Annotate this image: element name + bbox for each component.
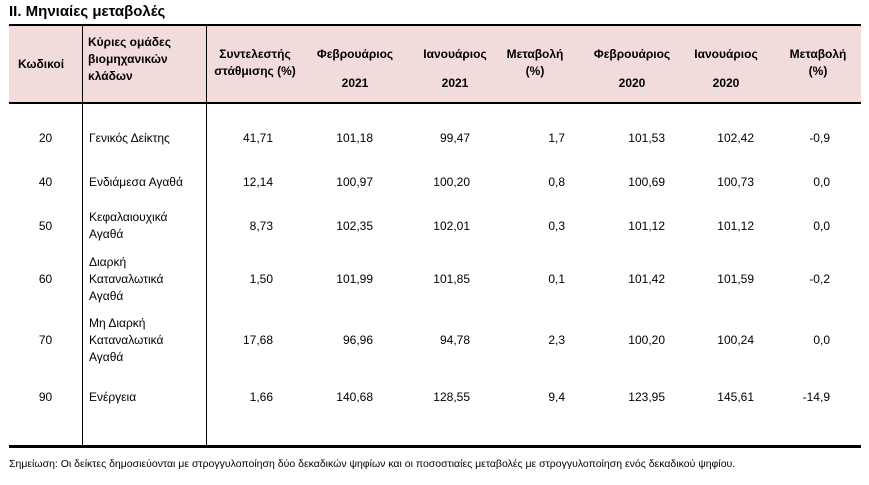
cell-change-2021: 0,1 (548, 272, 565, 286)
cell-feb-2021: 96,96 (342, 333, 373, 347)
header-group: Κύριες ομάδες βιομηχανικών κλάδων (88, 35, 171, 83)
cell-change-2020: 0,0 (813, 175, 830, 189)
cell-feb-2021: 101,99 (336, 272, 373, 286)
cell-feb-2021: 101,18 (336, 131, 373, 145)
header-code: Κωδικοί (18, 57, 65, 71)
cell-jan-2020: 101,59 (717, 272, 754, 286)
cell-weight: 1,66 (249, 390, 273, 404)
monthly-changes-table: Κωδικοί Κύριες ομάδες βιομηχανικών κλάδω… (9, 24, 861, 448)
section-title: II. Μηνιαίες μεταβολές (9, 3, 166, 20)
cell-code: 20 (38, 131, 53, 145)
cell-change-2021: 9,4 (548, 390, 565, 404)
cell-code: 70 (38, 333, 53, 347)
header-jan-2021: Ιανουάριος 2021 (423, 47, 487, 90)
cell-group-name: Διαρκή Καταναλωτικά Αγαθά (89, 254, 164, 303)
table-row: 50 Κεφαλαιουχικά Αγαθά 8,73 102,35 102,01 0,3 1… (9, 202, 861, 250)
cell-code: 40 (38, 175, 53, 189)
cell-group-name: Μη Διαρκή Καταναλωτικά Αγαθά (89, 315, 164, 364)
cell-change-2021: 2,3 (548, 333, 565, 347)
cell-change-2020: 0,0 (813, 219, 830, 233)
cell-weight: 12,14 (242, 175, 273, 189)
table-row: 70 Μη Διαρκή Καταναλωτικά Αγαθά 17,68 96,96 94… (9, 310, 861, 370)
cell-jan-2021: 99,47 (439, 131, 470, 145)
cell-jan-2020: 100,24 (717, 333, 754, 347)
cell-feb-2020: 100,20 (628, 333, 665, 347)
cell-feb-2020: 101,53 (628, 131, 665, 145)
body-divider (206, 104, 207, 445)
cell-jan-2020: 145,61 (717, 390, 754, 404)
cell-jan-2020: 100,73 (717, 175, 754, 189)
cell-change-2020: -14,9 (802, 390, 830, 404)
table-row: 20 Γενικός Δείκτης 41,71 101,18 99,47 1,7 101,… (9, 120, 861, 156)
cell-code: 50 (38, 219, 53, 233)
cell-code: 90 (38, 390, 53, 404)
cell-feb-2021: 140,68 (336, 390, 373, 404)
cell-change-2020: 0,0 (813, 333, 830, 347)
cell-jan-2021: 101,85 (433, 272, 470, 286)
cell-weight: 17,68 (242, 333, 273, 347)
cell-group-name: Ενδιάμεσα Αγαθά (89, 174, 183, 189)
table-body: 20 Γενικός Δείκτης 41,71 101,18 99,47 1,7 101,… (9, 104, 861, 448)
cell-group-name: Κεφαλαιουχικά Αγαθά (89, 210, 168, 241)
cell-change-2021: 0,8 (548, 175, 565, 189)
cell-weight: 8,73 (249, 219, 273, 233)
header-divider (82, 26, 83, 102)
cell-feb-2020: 101,12 (628, 219, 665, 233)
cell-jan-2021: 100,20 (433, 175, 470, 189)
cell-code: 60 (38, 272, 53, 286)
cell-feb-2020: 123,95 (628, 390, 665, 404)
cell-jan-2020: 102,42 (717, 131, 754, 145)
cell-weight: 1,50 (249, 272, 273, 286)
cell-feb-2021: 100,97 (336, 175, 373, 189)
table-row: 60 Διαρκή Καταναλωτικά Αγαθά 1,50 101,99 101,8… (9, 249, 861, 309)
header-change-2020: Μεταβολή (%) (789, 47, 847, 78)
header-change-2021: Μεταβολή (%) (506, 47, 564, 78)
cell-jan-2021: 128,55 (433, 390, 470, 404)
cell-jan-2020: 101,12 (717, 219, 754, 233)
cell-change-2021: 1,7 (548, 131, 565, 145)
footnote: Σημείωση: Οι δείκτες δημοσιεύονται με στ… (9, 458, 736, 470)
table-row: 90 Ενέργεια 1,66 140,68 128,55 9,4 123,95 145,6… (9, 377, 861, 417)
cell-feb-2021: 102,35 (336, 219, 373, 233)
body-divider (82, 104, 83, 445)
cell-group-name: Ενέργεια (89, 389, 137, 404)
cell-feb-2020: 101,42 (628, 272, 665, 286)
header-weight: Συντελεστής στάθμισης (%) (214, 47, 296, 78)
header-feb-2021: Φεβρουάριος 2021 (316, 47, 394, 90)
header-jan-2020: Ιανουάριος 2020 (694, 47, 758, 90)
cell-change-2021: 0,3 (548, 219, 565, 233)
cell-change-2020: -0,9 (809, 131, 830, 145)
header-feb-2020: Φεβρουάριος 2020 (593, 47, 671, 90)
table-header: Κωδικοί Κύριες ομάδες βιομηχανικών κλάδω… (9, 24, 861, 104)
table-row: 40 Ενδιάμεσα Αγαθά 12,14 100,97 100,20 0,8 100… (9, 162, 861, 202)
cell-feb-2020: 100,69 (628, 175, 665, 189)
header-divider (206, 26, 207, 102)
cell-weight: 41,71 (242, 131, 273, 145)
cell-jan-2021: 102,01 (433, 219, 470, 233)
cell-jan-2021: 94,78 (439, 333, 470, 347)
cell-group-name: Γενικός Δείκτης (89, 130, 170, 145)
cell-change-2020: -0,2 (809, 272, 830, 286)
